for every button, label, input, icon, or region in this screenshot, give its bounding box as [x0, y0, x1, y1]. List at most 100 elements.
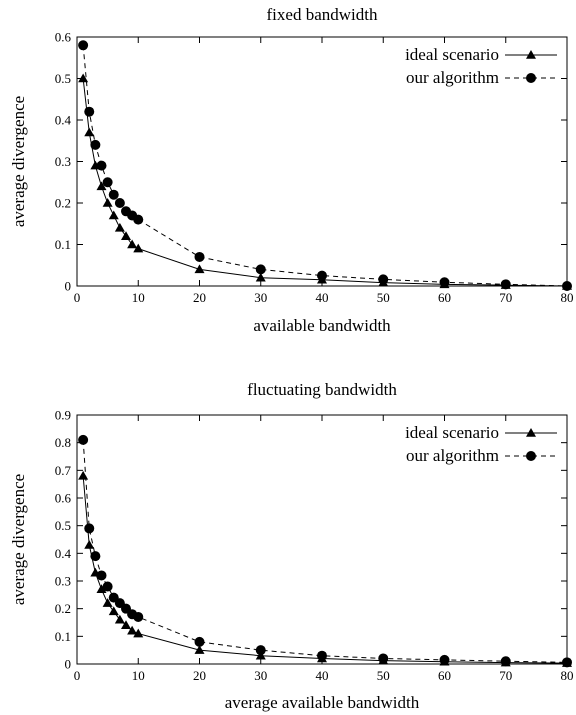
data-point-triangle	[96, 584, 107, 594]
data-point-circle	[317, 270, 327, 281]
data-point-triangle	[194, 264, 205, 274]
chart-title: fluctuating bandwidth	[247, 380, 397, 399]
data-point-circle	[439, 654, 450, 665]
data-point-circle	[562, 657, 572, 668]
series-line	[82, 78, 568, 287]
legend-marker-triangle	[526, 50, 536, 59]
data-point-triangle	[102, 598, 113, 607]
data-point-circle	[317, 650, 327, 661]
series-our-algorithm	[78, 40, 572, 291]
data-point-circle	[102, 177, 113, 188]
data-point-circle	[108, 189, 119, 200]
legend-marker-circle	[526, 451, 536, 461]
data-point-triangle	[255, 272, 266, 282]
y-tick-label: 0	[65, 279, 72, 294]
data-point-circle	[378, 653, 389, 664]
y-tick-label: 0.3	[55, 574, 71, 589]
chart-panel-1: fixed bandwidth 0 10 20 30 40 50 60 70 80 0 0.1 0.2 0…	[9, 5, 574, 335]
data-point-circle	[84, 523, 95, 534]
x-tick-label: 30	[254, 290, 267, 305]
series-ideal-scenario	[78, 470, 572, 667]
series-our-algorithm	[78, 434, 572, 668]
data-point-circle	[78, 40, 89, 51]
data-point-triangle	[114, 614, 125, 624]
y-tick-label: 0.5	[55, 71, 71, 86]
data-point-triangle	[127, 625, 138, 635]
legend-label: ideal scenario	[405, 423, 499, 442]
data-point-triangle	[114, 222, 125, 232]
data-point-circle	[114, 198, 125, 208]
data-point-circle	[378, 274, 389, 285]
y-tick-label: 0.8	[55, 435, 71, 450]
data-point-triangle	[78, 73, 89, 83]
y-tick-label: 0.9	[55, 408, 71, 423]
data-point-circle	[84, 106, 95, 117]
data-point-triangle	[121, 231, 131, 240]
y-tick-label: 0.4	[55, 113, 72, 128]
legend: ideal scenario our algorithm	[405, 423, 557, 465]
x-tick-label: 0	[74, 290, 81, 305]
series-line	[82, 475, 568, 664]
data-point-triangle	[108, 210, 119, 220]
y-tick-label: 0.3	[55, 154, 71, 169]
x-tick-label: 50	[377, 290, 390, 305]
x-axis-label: average available bandwidth	[225, 693, 420, 712]
chart-panel-2: fluctuating bandwidth 0 10 20 30 40 50 60 70 80 0 0…	[9, 380, 574, 712]
y-tick-label: 0.1	[55, 237, 71, 252]
data-point-circle	[255, 645, 266, 656]
data-point-triangle	[194, 645, 205, 654]
legend-marker-circle	[526, 73, 536, 83]
y-tick-label: 0.5	[55, 518, 71, 533]
x-tick-label: 70	[499, 290, 512, 305]
x-tick-label: 80	[561, 668, 574, 683]
legend: ideal scenario our algorithm	[405, 45, 557, 87]
data-point-triangle	[108, 606, 119, 616]
x-tick-label: 50	[377, 668, 390, 683]
data-point-circle	[96, 570, 107, 581]
series-line	[82, 439, 568, 663]
legend-label: our algorithm	[406, 446, 499, 465]
data-point-triangle	[102, 198, 113, 207]
y-tick-label: 0.6	[55, 491, 72, 506]
data-point-triangle	[121, 620, 131, 630]
data-point-circle	[194, 251, 205, 262]
data-point-triangle	[133, 243, 144, 253]
legend-label: ideal scenario	[405, 45, 499, 64]
data-point-circle	[133, 214, 144, 225]
x-tick-label: 40	[316, 668, 329, 683]
data-point-circle	[90, 139, 101, 150]
data-point-triangle	[84, 540, 95, 549]
data-point-triangle	[84, 127, 95, 137]
x-tick-label: 0	[74, 668, 81, 683]
y-axis-label: average divergence	[9, 474, 28, 605]
y-tick-label: 0.2	[55, 196, 71, 211]
x-tick-label: 10	[132, 668, 145, 683]
legend-marker-triangle	[526, 428, 536, 437]
data-point-circle	[78, 434, 89, 445]
y-tick-label: 0.2	[55, 601, 71, 616]
data-point-circle	[562, 281, 572, 291]
y-tick-label: 0.1	[55, 629, 71, 644]
x-tick-label: 80	[561, 290, 574, 305]
data-point-circle	[90, 551, 101, 562]
data-point-circle	[439, 277, 450, 288]
data-point-circle	[133, 611, 144, 622]
y-tick-label: 0.6	[55, 30, 72, 45]
x-tick-label: 40	[316, 290, 329, 305]
x-tick-label: 60	[438, 290, 451, 305]
chart-title: fixed bandwidth	[267, 5, 378, 24]
y-tick-label: 0.4	[55, 546, 72, 561]
data-point-triangle	[127, 239, 138, 249]
legend-label: our algorithm	[406, 68, 499, 87]
x-axis-label: available bandwidth	[253, 316, 391, 335]
x-tick-label: 60	[438, 668, 451, 683]
data-point-circle	[500, 279, 511, 290]
x-tick-label: 10	[132, 290, 145, 305]
data-point-triangle	[78, 470, 89, 480]
data-point-circle	[255, 264, 266, 275]
y-tick-label: 0.7	[55, 463, 72, 478]
y-axis-label: average divergence	[9, 96, 28, 227]
x-tick-label: 20	[193, 290, 206, 305]
data-point-circle	[500, 656, 511, 667]
